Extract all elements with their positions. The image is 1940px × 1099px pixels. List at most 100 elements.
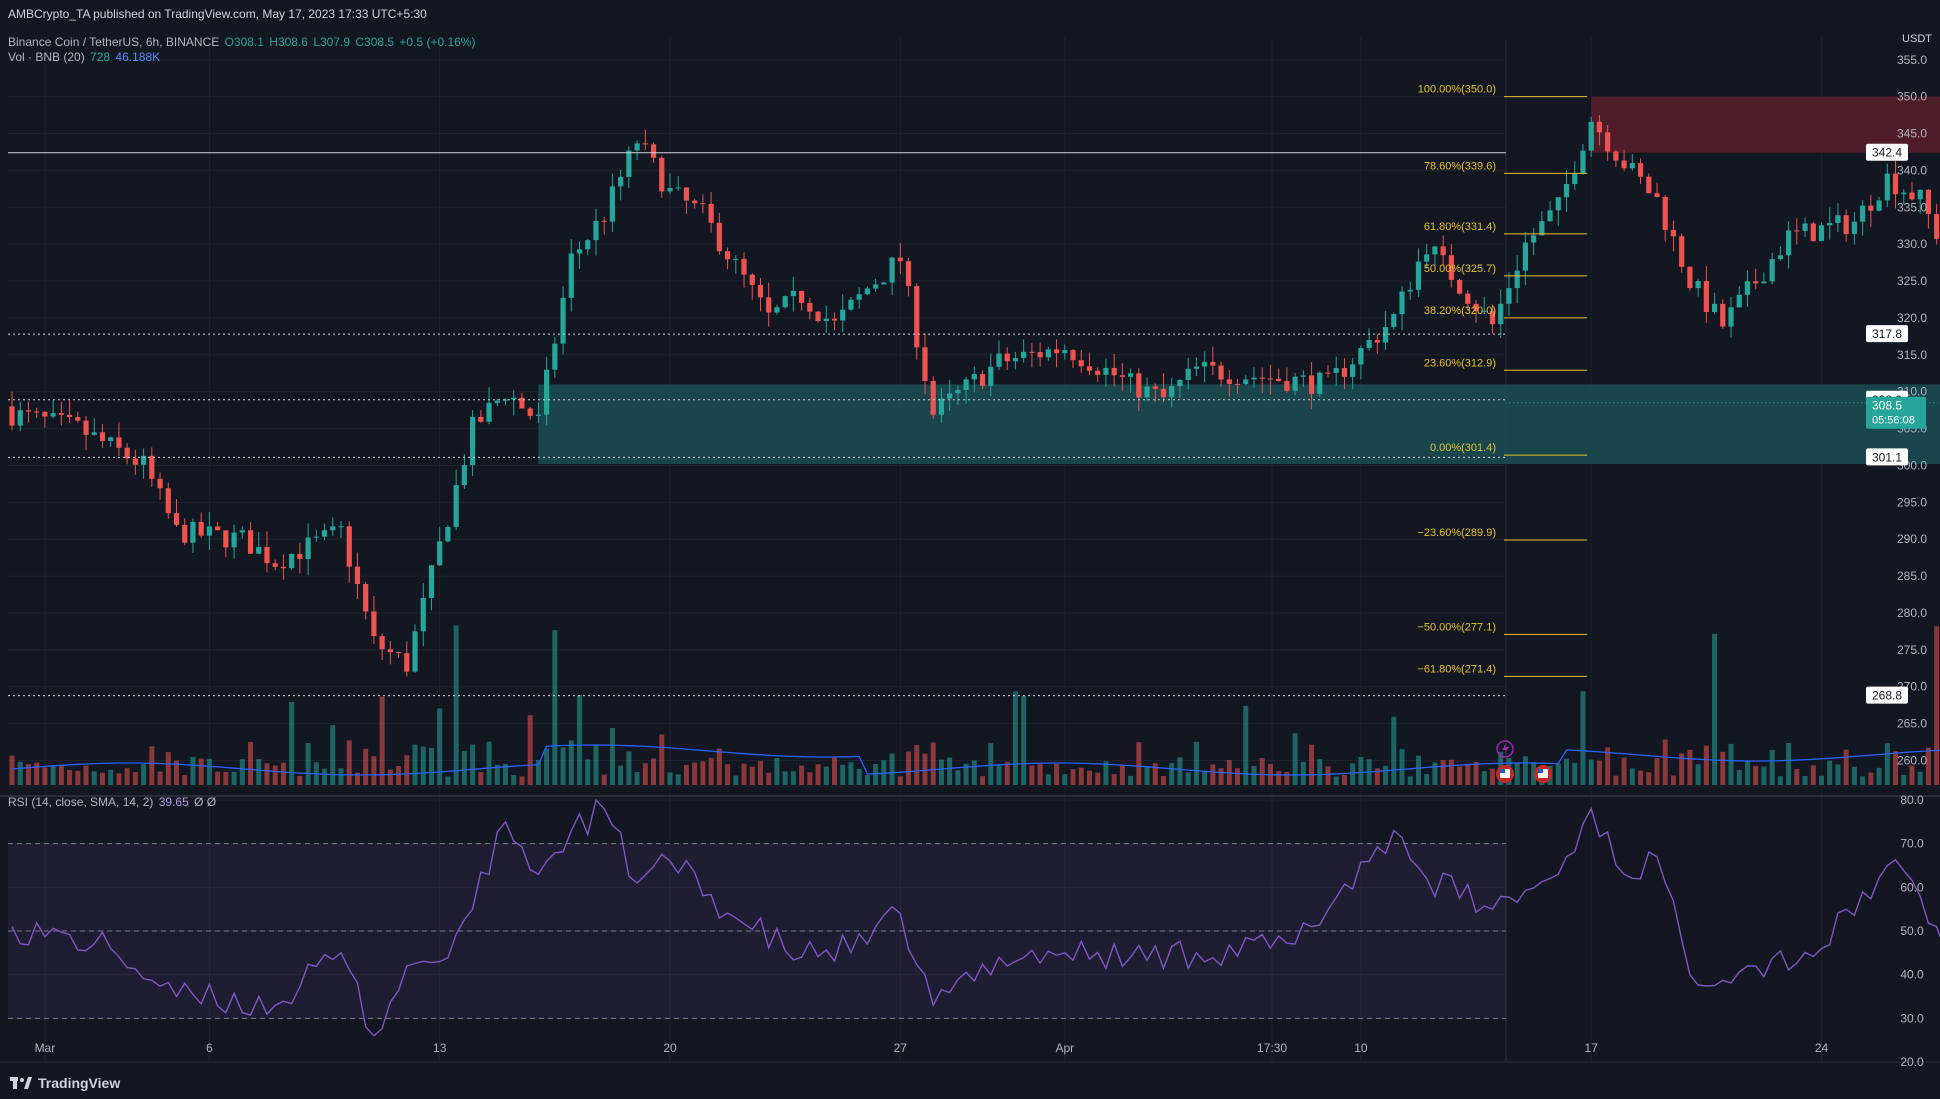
candle-body [1317, 372, 1323, 394]
volume-bar [897, 776, 903, 785]
candle-body [749, 274, 755, 285]
candle-body [1621, 160, 1627, 169]
candle-body [470, 416, 476, 466]
candle-body [91, 432, 97, 435]
volume-bar [1572, 762, 1578, 785]
rsi-legend[interactable]: RSI (14, close, SMA, 14, 2) 39.65 Ø Ø [8, 795, 218, 809]
fib-label: 61.80%(331.4) [1424, 221, 1496, 233]
volume-bar [922, 753, 928, 785]
volume-bar [774, 758, 780, 785]
fib-label: −61.80%(271.4) [1417, 663, 1496, 675]
candle-body [700, 203, 706, 205]
candle-body [1934, 214, 1940, 239]
rsi-label: RSI (14, close, SMA, 14, 2) [8, 795, 154, 809]
candle-body [1646, 176, 1652, 194]
volume-bar [634, 772, 640, 785]
volume-bar [437, 708, 443, 785]
volume-bar [1670, 775, 1676, 785]
volume-bar [938, 759, 944, 785]
candle-body [1547, 210, 1553, 222]
candle-body [198, 521, 204, 536]
axis-tag-317.8: 317.8 [1872, 327, 1902, 341]
volume-bar [1292, 733, 1298, 785]
volume-bar [1383, 765, 1389, 785]
volume-bar [593, 744, 599, 785]
candle-body [486, 402, 492, 422]
volume-bar [1810, 765, 1816, 785]
candle-body [1711, 303, 1718, 312]
volume-bar [1580, 691, 1586, 785]
volume-bar [231, 771, 237, 785]
volume-bar [141, 764, 147, 785]
volume-bar [1819, 775, 1824, 785]
candle-body [404, 653, 410, 672]
candle-body [1218, 365, 1224, 380]
candle-body [1029, 351, 1035, 353]
candle-body [1276, 378, 1282, 382]
price-tick: 285.0 [1897, 569, 1927, 583]
candle-body [938, 398, 945, 415]
volume-bar [1440, 760, 1446, 785]
candle-body [379, 636, 385, 650]
candle-body [618, 176, 624, 187]
volume-bar [149, 746, 155, 785]
volume-bar [1687, 749, 1693, 785]
axis-tag-301.1: 301.1 [1872, 450, 1902, 464]
candle-body [34, 411, 40, 413]
volume-bar [1638, 770, 1644, 785]
volume-bar [1136, 742, 1142, 785]
volume-bar [198, 758, 204, 785]
volume-ma-line [11, 744, 1940, 776]
fib-label: 0.00%(301.4) [1430, 442, 1496, 454]
volume-bar [494, 764, 500, 785]
candle-body [1095, 370, 1101, 375]
volume-legend[interactable]: Vol · BNB (20) 728 46.188K [8, 50, 162, 64]
candle-body [313, 536, 319, 538]
candle-body [1605, 132, 1611, 152]
volume-bar [1070, 769, 1076, 785]
candle-body [206, 526, 212, 536]
candle-body [149, 455, 155, 479]
volume-bar [1284, 771, 1290, 785]
symbol-legend[interactable]: Binance Coin / TetherUS, 6h, BINANCE O30… [8, 35, 477, 49]
lightning-glyph [1502, 743, 1509, 755]
tradingview-logo[interactable]: TradingView [10, 1075, 120, 1091]
rsi-tick: 80.0 [1900, 793, 1924, 807]
volume-bar [1103, 761, 1109, 785]
candle-body [1053, 349, 1060, 354]
volume-bar [17, 761, 23, 785]
volume-bar [1925, 747, 1931, 785]
currency-label: USDT [1902, 33, 1932, 45]
candle-body [659, 157, 665, 192]
candle-body [1753, 281, 1759, 284]
volume-bar [1210, 764, 1216, 785]
candle-body [535, 414, 541, 416]
candle-body [1136, 373, 1142, 398]
candle-body [897, 257, 903, 262]
candle-body [766, 297, 772, 313]
volume-bar [190, 756, 196, 785]
volume-bar [132, 772, 138, 785]
volume-bar [873, 764, 879, 785]
volume-bar [239, 759, 245, 785]
volume-bar [1629, 768, 1635, 785]
volume-label: Vol · BNB (20) [8, 50, 85, 64]
candle-body [1629, 163, 1635, 169]
candle-body [1440, 246, 1446, 256]
price-tick: 265.0 [1897, 717, 1927, 731]
candle-body [231, 532, 237, 548]
volume-bar [1193, 741, 1199, 785]
fib-label: 78.60%(339.6) [1424, 160, 1496, 172]
candle-body [996, 353, 1002, 367]
candle-body [75, 416, 81, 421]
volume-bar [683, 765, 689, 785]
volume-bar [1415, 755, 1421, 785]
candle-body [412, 631, 418, 672]
candle-body [1391, 314, 1397, 328]
volume-bar [749, 766, 755, 785]
volume-bar [445, 776, 451, 785]
price-tick: 340.0 [1897, 163, 1927, 177]
volume-bar [1588, 759, 1594, 785]
candle-body [1555, 197, 1561, 211]
